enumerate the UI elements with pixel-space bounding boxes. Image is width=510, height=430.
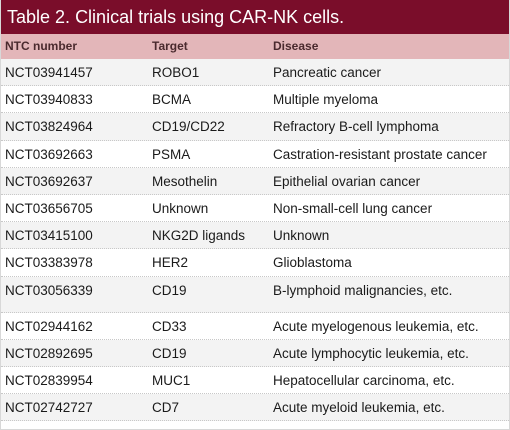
cell-ntc-number: NCT03692637 (5, 173, 93, 189)
table-row: NCT03692637 Mesothelin Epithelial ovaria… (1, 167, 509, 195)
cell-target: CD19/CD22 (152, 119, 225, 135)
table-row: NCT02742727 CD7 Acute myeloid leukemia, … (1, 394, 509, 422)
table-header-row: NTC number Target Disease (1, 34, 509, 59)
header-target: Target (152, 39, 188, 53)
cell-disease: B-lymphoid malignancies, etc. (273, 282, 453, 298)
cell-disease: Epithelial ovarian cancer (273, 173, 421, 189)
cell-ntc-number: NCT03824964 (5, 119, 93, 135)
table-caption: Table 2. Clinical trials using CAR-NK ce… (1, 0, 509, 34)
table-row: NCT03656705 Unknown Non-small-cell lung … (1, 194, 509, 223)
cell-disease: Glioblastoma (273, 255, 352, 271)
cell-disease: Multiple myeloma (273, 92, 379, 108)
cell-ntc-number: NCT03692663 (5, 146, 93, 162)
cell-target: PSMA (152, 146, 191, 162)
cell-ntc-number: NCT03056339 (5, 282, 93, 298)
cell-ntc-number: NCT02742727 (5, 400, 93, 416)
cell-target: CD33 (152, 318, 187, 334)
cell-disease: Hepatocellular carcinoma, etc. (273, 372, 455, 388)
cell-ntc-number: NCT03941457 (5, 65, 93, 80)
cell-target: BCMA (152, 92, 192, 108)
cell-target: ROBO1 (152, 65, 200, 80)
table-row: NCT03383978 HER2 Glioblastoma (1, 249, 509, 277)
cell-ntc-number: NCT02944162 (5, 318, 93, 334)
header-ntc-number: NTC number (5, 39, 77, 53)
cell-disease: Refractory B-cell lymphoma (273, 119, 439, 135)
cell-target: Mesothelin (152, 173, 218, 189)
cell-disease: Acute lymphocytic leukemia, etc. (273, 345, 469, 361)
table-row: NCT03940833 BCMA Multiple myeloma (1, 86, 509, 114)
cell-target: HER2 (152, 255, 189, 271)
table-row: NCT02944162 CD33 Acute myelogenous leuke… (1, 312, 509, 340)
cell-target: CD7 (152, 400, 180, 416)
table-row: NCT03415100 NKG2D ligands Unknown (1, 222, 509, 250)
table-row: NCT02892695 CD19 Acute lymphocytic leuke… (1, 339, 509, 367)
cell-ntc-number: NCT03940833 (5, 92, 93, 108)
cell-disease: Castration-resistant prostate cancer (273, 146, 487, 162)
table-row: NCT03056339 CD19 B-lymphoid malignancies… (1, 276, 509, 313)
cell-disease: Acute myeloid leukemia, etc. (273, 400, 445, 416)
cell-target: CD19 (152, 345, 187, 361)
cell-target: Unknown (152, 200, 209, 216)
cell-disease: Non-small-cell lung cancer (273, 200, 433, 216)
caption-number: Table 2. (7, 7, 71, 27)
caption-title: Clinical trials using CAR-NK cells. (75, 7, 345, 27)
table-row: NCT03941457 ROBO1 Pancreatic cancer (1, 59, 509, 87)
cell-ntc-number: NCT03383978 (5, 255, 93, 271)
cell-target: NKG2D ligands (152, 228, 246, 244)
header-disease: Disease (273, 39, 319, 53)
cell-target: CD19 (152, 282, 187, 298)
cell-disease: Pancreatic cancer (273, 65, 382, 80)
table-body: NCT03941457 ROBO1 Pancreatic cancer NCT0… (1, 59, 509, 422)
cell-ntc-number: NCT03656705 (5, 200, 93, 216)
table-row: NCT02839954 MUC1 Hepatocellular carcinom… (1, 366, 509, 395)
cell-ntc-number: NCT02839954 (5, 372, 93, 388)
cell-disease: Unknown (273, 228, 330, 244)
cell-disease: Acute myelogenous leukemia, etc. (273, 318, 479, 334)
cell-ntc-number: NCT02892695 (5, 345, 93, 361)
table-row: NCT03692663 PSMA Castration-resistant pr… (1, 140, 509, 168)
cell-target: MUC1 (152, 372, 191, 388)
table-row: NCT03824964 CD19/CD22 Refractory B-cell … (1, 113, 509, 141)
cell-ntc-number: NCT03415100 (5, 228, 93, 244)
